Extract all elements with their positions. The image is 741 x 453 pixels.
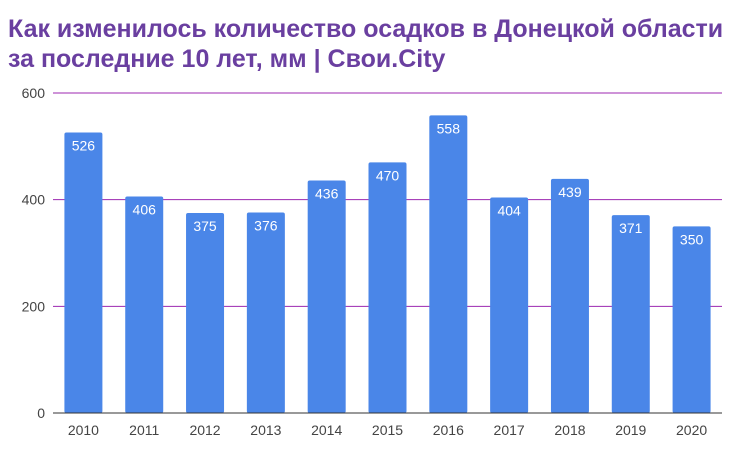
bars [64, 115, 711, 414]
data-label: 470 [376, 167, 400, 183]
bar [672, 226, 711, 413]
y-tick-label: 600 [22, 85, 46, 101]
bar [550, 178, 589, 413]
x-tick-label: 2017 [494, 422, 525, 438]
data-label: 350 [680, 231, 704, 247]
x-tick-label: 2018 [554, 422, 585, 438]
data-label: 375 [193, 218, 217, 234]
bar [368, 162, 407, 413]
x-tick-label: 2010 [68, 422, 99, 438]
y-tick-label: 200 [22, 298, 46, 314]
x-tick-label: 2019 [615, 422, 646, 438]
data-label: 406 [133, 201, 157, 217]
y-tick-label: 400 [22, 192, 46, 208]
x-tick-label: 2011 [129, 422, 159, 438]
data-label: 376 [254, 217, 278, 233]
x-tick-label: 2020 [676, 422, 707, 438]
data-label: 439 [558, 184, 582, 200]
bar [611, 215, 650, 413]
bar [246, 212, 285, 413]
data-label: 436 [315, 185, 339, 201]
bar [64, 132, 103, 413]
bar [125, 196, 164, 413]
x-tick-label: 2016 [433, 422, 464, 438]
y-tick-label: 0 [37, 405, 45, 421]
data-labels: 526 406 375 376 436 470 558 404 439 371 350 [72, 120, 704, 247]
data-label: 558 [437, 120, 461, 136]
y-axis-ticks: 0 200 400 600 [22, 85, 46, 421]
data-label: 371 [619, 220, 643, 236]
chart-title: Как изменилось количество осадков в Доне… [8, 15, 724, 73]
bar [307, 180, 346, 413]
bar [429, 115, 468, 414]
x-tick-label: 2014 [311, 422, 342, 438]
x-tick-label: 2013 [250, 422, 281, 438]
data-label: 526 [72, 137, 96, 153]
x-tick-label: 2015 [372, 422, 403, 438]
data-label: 404 [497, 203, 521, 219]
bar [186, 213, 225, 413]
bar [490, 197, 529, 413]
x-tick-label: 2012 [189, 422, 220, 438]
x-axis-ticks: 2010 2011 2012 2013 2014 2015 2016 2017 2018 2019… [68, 422, 708, 438]
